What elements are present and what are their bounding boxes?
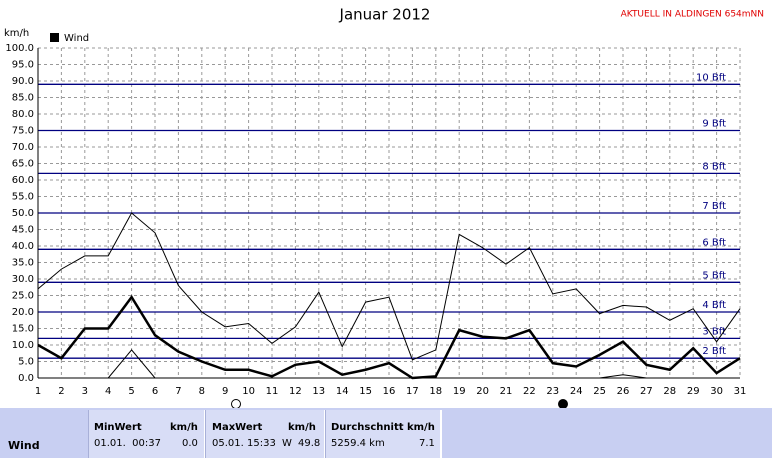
y-tick-label: 65.0 [12,159,34,170]
cell-text: 0.0 [182,438,198,449]
y-tick-label: 0.0 [18,373,34,384]
y-tick-label: 20.0 [12,307,34,318]
beaufort-label: 2 Bft [702,346,726,357]
x-tick-label: 21 [500,386,513,397]
chart-subtitle: AKTUELL IN ALDINGEN 654mNN [621,10,764,20]
y-tick-label: 60.0 [12,175,34,186]
cell [325,410,442,458]
y-tick-label: 55.0 [12,192,34,203]
x-tick-label: 29 [687,386,700,397]
x-tick-label: 4 [105,386,111,397]
header: Durchschnitt km/h [331,422,435,433]
y-tick-label: 95.0 [12,60,34,71]
wind-line [107,349,740,379]
beaufort-label: 6 Bft [702,237,726,248]
cell [205,410,326,458]
x-tick-label: 24 [570,386,583,397]
cell-text: W [282,438,292,449]
y-tick-label: 90.0 [12,76,34,87]
moon-new [558,399,568,408]
chart: Januar 2012 AKTUELL IN ALDINGEN 654mNN k… [4,6,764,408]
beaufort-label: 8 Bft [702,161,726,172]
x-tick-label: 11 [266,386,279,397]
y-tick-label: 35.0 [12,258,34,269]
x-tick-label: 30 [710,386,723,397]
y-tick-label: 40.0 [12,241,34,252]
y-tick-label: 50.0 [12,208,34,219]
y-tick-label: 100.0 [5,43,34,54]
x-tick-label: 13 [312,386,325,397]
x-tick-label: 5 [128,386,134,397]
x-tick-label: 3 [82,386,88,397]
cell-text: 7.1 [419,438,435,449]
stats-table: MinWert km/h MaxWert km/h Durchschnitt k… [0,408,772,458]
header: km/h [288,422,316,433]
x-tick-label: 10 [242,386,255,397]
x-tick-label: 25 [593,386,606,397]
y-tick-label: 75.0 [12,126,34,137]
x-tick-label: 23 [546,386,559,397]
cell [88,410,206,458]
y-tick-label: 15.0 [12,324,34,335]
y-tick-label: 45.0 [12,225,34,236]
x-tick-label: 28 [663,386,676,397]
y-tick-label: 30.0 [12,274,34,285]
beaufort-label: 3 Bft [702,326,726,337]
beaufort-label: 7 Bft [702,201,726,212]
x-tick-label: 19 [453,386,466,397]
row-label: Wind [8,439,40,452]
legend-swatch [50,33,59,42]
y-tick-label: 5.0 [18,357,34,368]
x-tick-label: 20 [476,386,489,397]
header: MaxWert [212,422,263,433]
y-tick-label: 10.0 [12,340,34,351]
wind-line [37,294,741,380]
x-tick-label: 18 [429,386,442,397]
x-tick-label: 6 [152,386,158,397]
x-tick-label: 8 [199,386,205,397]
x-tick-label: 12 [289,386,302,397]
x-tick-label: 16 [383,386,396,397]
y-tick-label: 70.0 [12,142,34,153]
x-tick-label: 22 [523,386,536,397]
moon-full [231,399,241,408]
x-tick-label: 17 [406,386,419,397]
chart-title: Januar 2012 [339,6,431,24]
y-axis-label: km/h [4,28,29,39]
x-tick-label: 2 [58,386,64,397]
cell-text: 49.8 [298,438,321,449]
wind-line [37,212,741,361]
header: MinWert [94,422,142,433]
cell-text: 5259.4 km [331,438,385,449]
y-tick-label: 85.0 [12,93,34,104]
beaufort-label: 4 Bft [702,300,726,311]
cell-text: 01.01. 00:37 [94,438,161,449]
x-tick-label: 14 [336,386,349,397]
y-tick-label: 80.0 [12,109,34,120]
x-tick-label: 27 [640,386,653,397]
beaufort-label: 9 Bft [702,119,726,130]
x-tick-label: 26 [617,386,630,397]
y-tick-label: 25.0 [12,291,34,302]
cell-text: 05.01. 15:33 [212,438,276,449]
header: km/h [170,422,198,433]
x-tick-label: 7 [175,386,181,397]
x-tick-label: 15 [359,386,372,397]
x-tick-label: 1 [35,386,41,397]
beaufort-label: 5 Bft [702,270,726,281]
legend-label: Wind [64,33,89,44]
x-tick-label: 31 [734,386,747,397]
beaufort-label: 10 Bft [696,72,726,83]
x-tick-label: 9 [222,386,228,397]
